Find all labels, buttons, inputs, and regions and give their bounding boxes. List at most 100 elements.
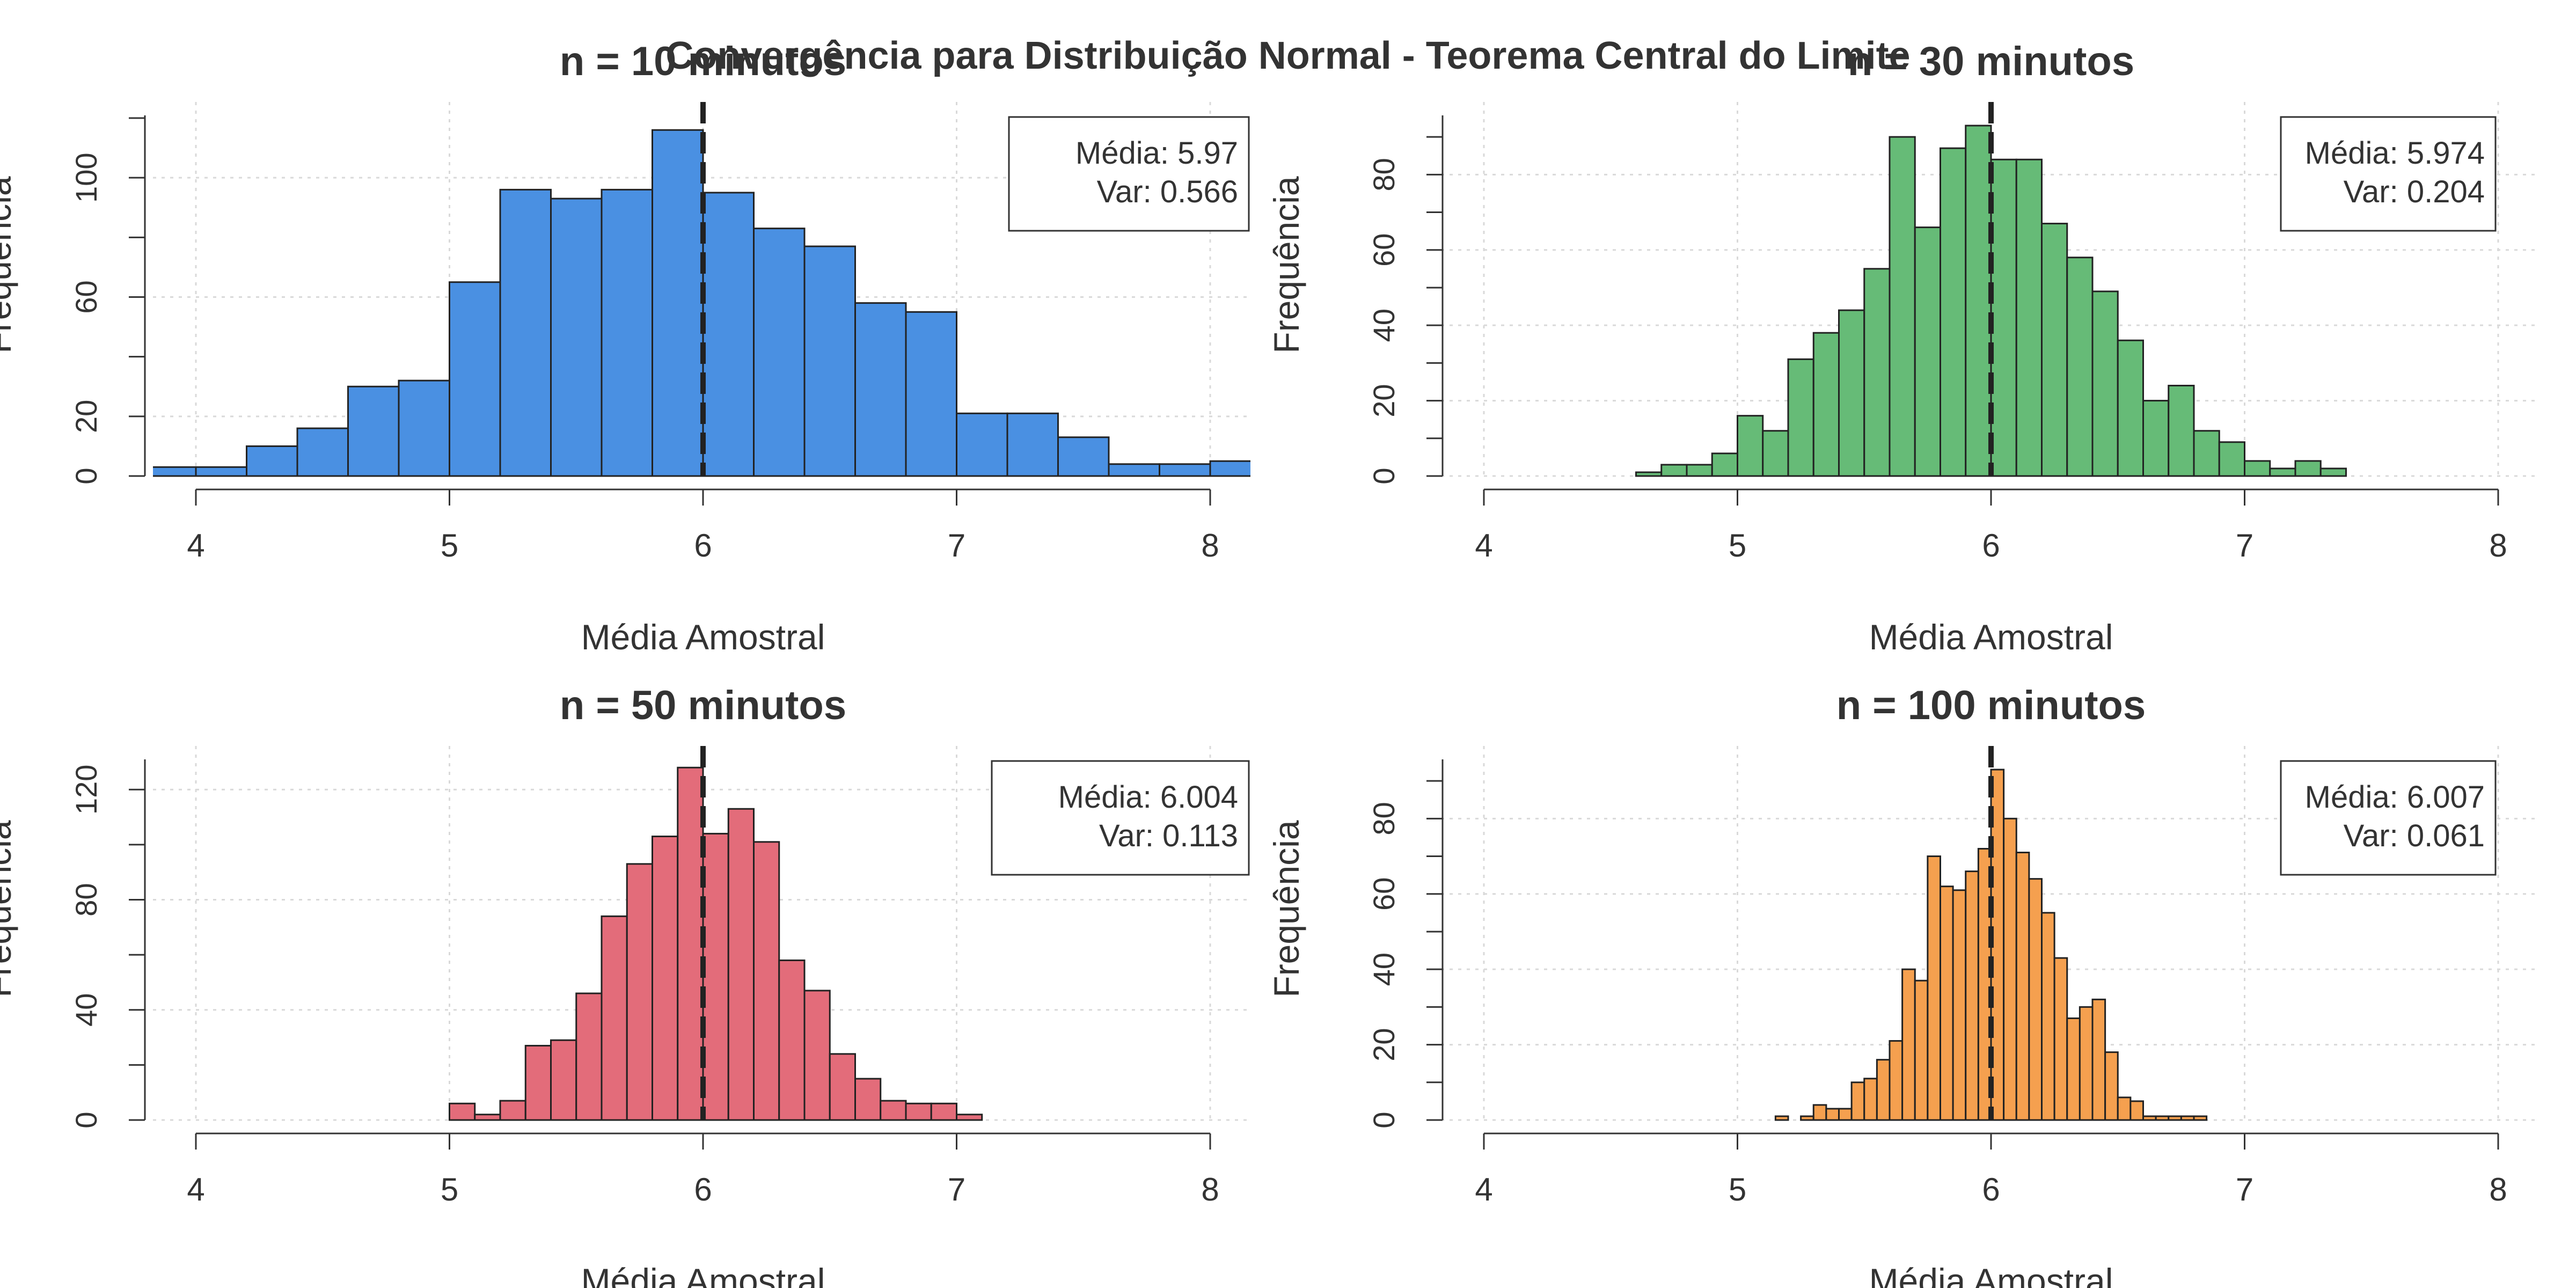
histogram-bar [727,808,755,1121]
y-tick-label: 40 [1367,309,1401,342]
histogram-bar [550,197,603,477]
histogram-bar [1952,889,1967,1121]
legend-text: Var: 0.113 [1099,818,1238,853]
grid [1441,746,2538,1121]
y-tick-label: 0 [1367,1111,1401,1128]
histogram-bar [2142,1115,2157,1121]
histogram-bar [1635,471,1663,477]
histogram-bar [880,1100,907,1121]
x-tick-label: 7 [2236,528,2253,564]
x-axis-label: Média Amostral [581,1261,825,1288]
y-tick-label: 60 [69,280,103,313]
histogram-bar [398,379,450,477]
histogram-bar [2053,957,2068,1121]
histogram-bar [1940,147,1967,477]
bars [449,766,983,1121]
histogram-bar [1965,125,1992,477]
x-tick-label: 4 [187,528,204,564]
histogram-bar [2319,467,2347,477]
y-tick-label: 0 [1367,467,1401,484]
histogram-bar [601,188,653,477]
histogram-bar [1812,1104,1827,1121]
x-tick-label: 6 [1982,1172,2000,1208]
histogram-bar [956,412,1008,477]
histogram-bar [575,992,603,1121]
histogram-bar [499,188,552,477]
x-tick-label: 5 [441,1172,458,1208]
histogram-bar [601,915,628,1121]
legend-text: Var: 0.061 [2344,818,2485,853]
bars [153,129,1250,477]
histogram-bar [2091,290,2119,477]
y-tick-label: 0 [69,467,103,484]
legend-text: Var: 0.566 [1097,174,1238,209]
histogram-bar [1812,332,1840,477]
legend-box [991,760,1250,876]
histogram-bar [854,302,907,477]
histogram-bar [2015,158,2043,477]
histogram-bar [803,245,856,477]
panel-title: n = 100 minutos [1836,683,2146,728]
y-tick-label: 40 [69,993,103,1027]
histogram-bar [1686,464,1713,477]
histogram-bar [2142,400,2170,477]
x-tick-label: 8 [2489,1172,2507,1208]
histogram-bar [1850,1081,1865,1121]
histogram-bar [1006,412,1059,477]
histogram-bar [1762,430,1789,477]
histogram-bar [2168,384,2195,477]
histogram-bar [1711,452,1738,477]
histogram-bar [2129,1100,2144,1121]
y-tick-label: 100 [69,152,103,202]
panel-4: 0 20 40 60 80 4 5 6 7 8 Média Amostral Frequência Mé… [1267,746,2538,1288]
histogram-bar [1927,855,1941,1121]
bars [1774,769,2208,1121]
histogram-bar [1914,979,1929,1121]
y-axis-label: Frequência [1267,820,1306,997]
y-tick-label: 20 [1367,1028,1401,1061]
x-axis-label: Média Amostral [1869,617,2113,657]
histogram-bar [1889,136,1916,477]
y-tick-label: 20 [1367,384,1401,417]
x-axis-label: Média Amostral [1869,1261,2113,1288]
histogram-bar [930,1102,957,1121]
x-tick-label: 7 [948,528,965,564]
histogram-bar [1159,463,1211,477]
y-axis-label: Frequência [0,176,18,353]
histogram-bar [702,192,755,477]
histogram-bar [2193,1115,2208,1121]
histogram-bar [2269,467,2296,477]
x-tick-label: 7 [948,1172,965,1208]
histogram-bar [2041,223,2068,477]
histogram-bar [2079,1006,2094,1121]
y-tick-label: 40 [1367,953,1401,986]
histogram-bar [2155,1115,2170,1121]
histogram-bar [550,1039,577,1121]
panel-2: 0 20 40 60 80 4 5 6 7 8 Média Amostral Frequência Mé… [1267,102,2538,657]
histogram-bar [2180,1115,2195,1121]
histogram-bar [2294,460,2322,477]
histogram-bar [1108,463,1160,477]
y-tick-label: 60 [1367,877,1401,911]
x-axis-label: Média Amostral [581,617,825,657]
histogram-bar [1876,1059,1891,1121]
histogram-bar [2218,441,2245,477]
y-axis-label: Frequência [1267,176,1306,353]
x-tick-label: 6 [694,528,712,564]
histogram-bar [1057,436,1110,477]
y-tick-label: 80 [1367,158,1401,191]
histogram-bar [2117,1096,2132,1121]
y-tick-label: 20 [69,400,103,433]
panel-1: 0 20 60 100 4 5 6 7 8 Média Amostral Frequência Méd… [0,102,1250,657]
histogram-bar [652,836,679,1121]
histogram-bar [449,1102,476,1121]
histogram-bar [1838,1108,1853,1121]
bars [1635,125,2347,477]
histogram-bar [2003,817,2017,1121]
histogram-bar [1863,1078,1878,1121]
legend-box [1008,116,1250,232]
histogram-bar [2244,460,2271,477]
legend-text: Média: 6.004 [1058,780,1238,815]
x-tick-label: 5 [441,528,458,564]
